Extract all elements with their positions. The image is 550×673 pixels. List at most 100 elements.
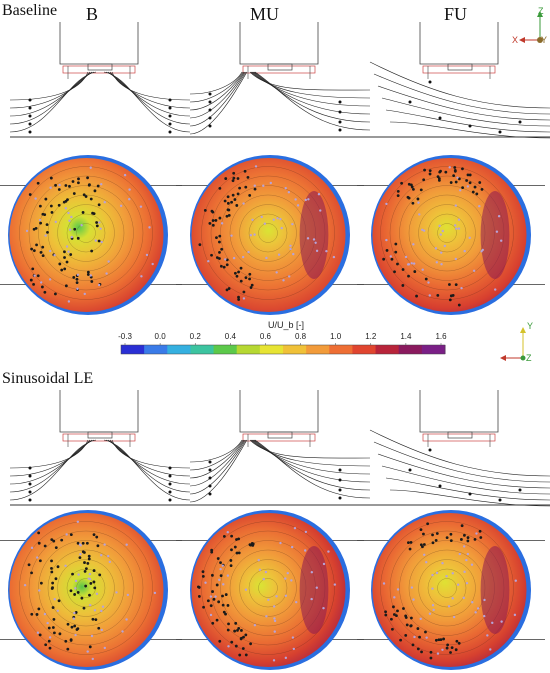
contour-sinusoidal-b xyxy=(0,510,182,670)
particle-light xyxy=(25,229,29,233)
particle-dark xyxy=(209,604,213,608)
contour-field xyxy=(9,513,164,667)
streamline xyxy=(381,465,550,495)
colorbar-segment xyxy=(121,345,145,354)
contour-sinusoidal-fu xyxy=(357,510,545,670)
particle-light xyxy=(219,567,222,571)
particle-dark xyxy=(249,286,253,289)
particle-dark xyxy=(62,200,66,204)
particle-dark xyxy=(396,609,399,613)
particle-dark xyxy=(235,538,238,541)
axis-mid-origin xyxy=(520,355,526,361)
particle-dark xyxy=(93,189,97,193)
particle-dark xyxy=(57,203,61,207)
particle-dark xyxy=(391,627,394,631)
streamline xyxy=(369,61,550,109)
particle-light xyxy=(214,595,217,598)
particle-dark xyxy=(453,168,457,172)
contour-line xyxy=(437,578,457,598)
particle-dark xyxy=(224,593,228,596)
contour-line xyxy=(437,223,457,243)
particle-dark xyxy=(431,533,434,537)
nozzle xyxy=(267,63,293,71)
particle-dark xyxy=(76,627,80,631)
particle-dark xyxy=(409,183,413,187)
particle-light xyxy=(325,249,328,253)
particle-dark xyxy=(60,268,64,272)
streamline-arrow xyxy=(428,448,432,452)
particle-dark xyxy=(385,249,389,252)
colorbar-segment xyxy=(352,345,377,354)
particle-light xyxy=(385,202,388,206)
particle-dark xyxy=(461,167,464,171)
streamline-arrow xyxy=(208,124,212,128)
streamline xyxy=(189,71,243,95)
particle-dark xyxy=(253,187,257,191)
particle-light xyxy=(38,218,42,222)
particle-light xyxy=(425,560,428,564)
particle-dark xyxy=(229,564,233,568)
particle-dark xyxy=(54,546,58,550)
particle-dark xyxy=(47,626,51,630)
streamline xyxy=(250,439,371,467)
particle-dark xyxy=(73,624,77,628)
particle-light xyxy=(475,532,478,535)
particle-light xyxy=(68,219,71,222)
particle-dark xyxy=(436,293,440,297)
particle-dark xyxy=(233,271,237,275)
particle-dark xyxy=(77,181,80,185)
particle-light xyxy=(393,596,396,599)
particle-light xyxy=(319,209,322,212)
particle-dark xyxy=(30,612,34,616)
particle-dark xyxy=(51,606,55,609)
particle-dark xyxy=(218,240,221,244)
streamline-arrow xyxy=(168,106,172,110)
particle-dark xyxy=(249,642,253,646)
particle-dark xyxy=(454,283,458,287)
streamline xyxy=(111,71,191,101)
particle-dark xyxy=(409,616,413,620)
streamline xyxy=(254,439,371,499)
bluff-body xyxy=(239,22,319,65)
particle-dark xyxy=(211,219,215,222)
schematic-baseline-fu xyxy=(369,22,550,139)
particle-light xyxy=(476,607,480,610)
particle-dark xyxy=(233,629,237,633)
particle-dark xyxy=(44,197,48,201)
contour-line xyxy=(380,521,514,655)
particle-dark xyxy=(210,573,214,577)
particle-dark xyxy=(85,541,89,545)
particle-dark xyxy=(89,197,93,201)
particle-light xyxy=(251,218,254,221)
colorbar-segment xyxy=(283,345,307,354)
particle-dark xyxy=(57,188,61,191)
particle-dark xyxy=(242,290,246,294)
particle-dark xyxy=(442,637,445,641)
particle-dark xyxy=(227,287,231,290)
particle-light xyxy=(291,222,294,226)
particle-light xyxy=(232,256,236,260)
particle-dark xyxy=(236,192,240,196)
particle-dark xyxy=(243,169,247,173)
streamline xyxy=(385,477,550,501)
particle-dark xyxy=(396,190,400,193)
streamline xyxy=(9,71,95,125)
particle-dark xyxy=(60,538,64,542)
particle-dark xyxy=(30,247,34,251)
particle-dark xyxy=(236,177,240,180)
particle-light xyxy=(100,609,103,613)
streamline xyxy=(254,71,371,131)
particle-dark xyxy=(218,250,221,254)
particle-dark xyxy=(239,637,243,641)
streamline xyxy=(9,71,93,117)
particle-dark xyxy=(478,529,482,533)
streamline xyxy=(389,121,550,139)
particle-dark xyxy=(92,569,96,572)
particle-dark xyxy=(82,193,86,197)
particle-dark xyxy=(37,541,41,545)
particle-light xyxy=(262,184,265,187)
particle-dark xyxy=(239,266,243,270)
particle-light xyxy=(79,553,82,556)
particle-light xyxy=(407,263,411,266)
particle-dark xyxy=(411,201,415,205)
